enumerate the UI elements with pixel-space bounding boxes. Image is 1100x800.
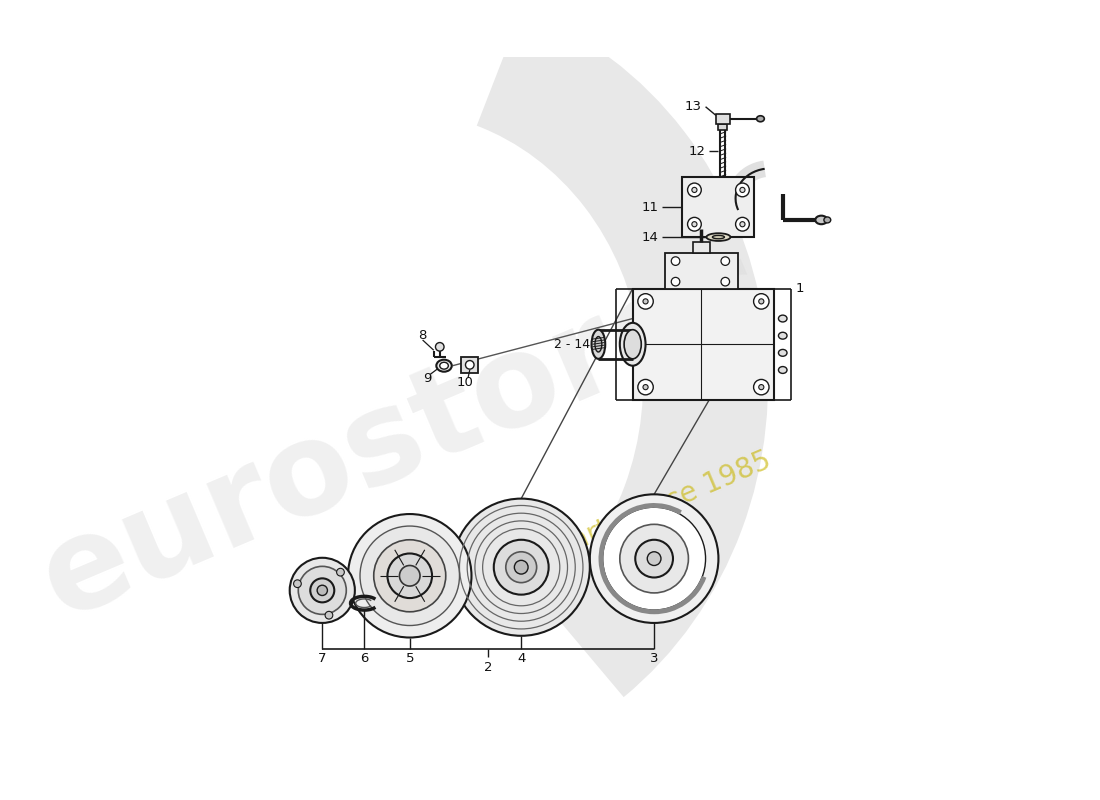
Circle shape [317,586,328,595]
Circle shape [387,554,432,598]
Ellipse shape [779,350,786,356]
Circle shape [465,361,474,369]
Text: 1: 1 [795,282,804,295]
Circle shape [759,385,763,390]
Ellipse shape [779,332,786,339]
Circle shape [348,514,472,638]
Circle shape [337,568,344,576]
Text: 4: 4 [517,653,526,666]
Ellipse shape [592,330,605,359]
Text: 12: 12 [689,145,705,158]
Text: a passion for parts since 1985: a passion for parts since 1985 [378,446,776,636]
Text: 5: 5 [406,653,414,666]
Circle shape [692,187,697,193]
Circle shape [720,278,729,286]
Bar [682,177,755,237]
Ellipse shape [757,116,764,122]
Polygon shape [632,289,774,400]
Circle shape [644,299,648,304]
Bar [693,242,710,253]
Circle shape [603,507,705,610]
Text: 7: 7 [318,653,327,666]
Circle shape [671,278,680,286]
Circle shape [590,494,718,623]
Circle shape [671,257,680,266]
Ellipse shape [713,235,725,238]
Ellipse shape [619,323,646,366]
Ellipse shape [706,234,730,241]
Text: 14: 14 [641,230,659,243]
Circle shape [647,552,661,566]
Circle shape [759,299,763,304]
Bar [461,357,478,373]
Circle shape [754,294,769,309]
Circle shape [638,294,653,309]
Bar [666,253,738,289]
Circle shape [740,222,745,226]
Ellipse shape [779,315,786,322]
Circle shape [688,218,702,231]
Text: 10: 10 [456,376,474,390]
Bar [718,124,727,130]
Text: eurostores: eurostores [23,225,789,644]
Circle shape [515,560,528,574]
Circle shape [289,558,355,623]
Circle shape [399,566,420,586]
Ellipse shape [815,216,827,224]
Ellipse shape [595,337,602,352]
Circle shape [298,566,346,614]
Circle shape [692,222,697,226]
Circle shape [636,540,673,578]
Circle shape [436,342,444,351]
Circle shape [736,183,749,197]
Circle shape [506,552,537,582]
Ellipse shape [824,217,830,223]
Text: 2 - 14: 2 - 14 [553,338,590,350]
Text: 3: 3 [650,653,659,666]
Circle shape [452,498,590,636]
Ellipse shape [440,362,449,369]
Ellipse shape [437,360,452,372]
Text: 6: 6 [360,653,368,666]
Circle shape [619,524,689,593]
Circle shape [326,611,333,619]
Text: 9: 9 [422,372,431,385]
Circle shape [374,540,446,612]
Text: 2: 2 [484,661,493,674]
Circle shape [494,540,549,594]
Ellipse shape [779,366,786,374]
Circle shape [720,257,729,266]
Text: 13: 13 [684,100,702,114]
Bar [716,114,729,124]
Text: 8: 8 [418,329,427,342]
Circle shape [736,218,749,231]
Circle shape [638,379,653,395]
Circle shape [294,580,301,587]
Text: 11: 11 [641,201,659,214]
Circle shape [740,187,745,193]
Circle shape [644,385,648,390]
Circle shape [688,183,702,197]
Circle shape [360,526,460,626]
Circle shape [754,379,769,395]
Ellipse shape [624,330,641,359]
Circle shape [310,578,334,602]
